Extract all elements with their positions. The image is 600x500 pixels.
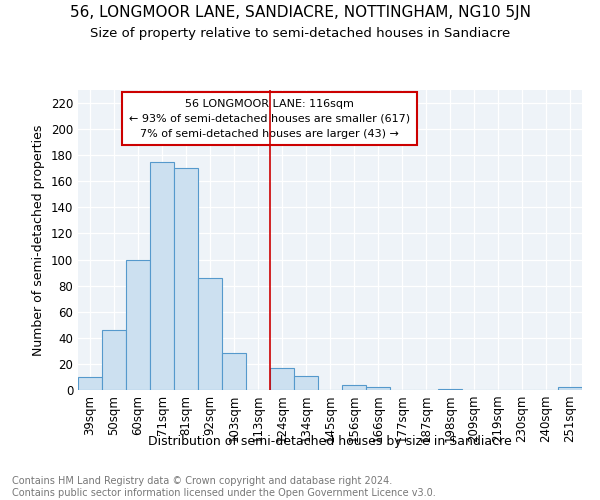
Bar [102,330,126,390]
Text: 56 LONGMOOR LANE: 116sqm
← 93% of semi-detached houses are smaller (617)
7% of s: 56 LONGMOOR LANE: 116sqm ← 93% of semi-d… [129,99,410,138]
Text: 56, LONGMOOR LANE, SANDIACRE, NOTTINGHAM, NG10 5JN: 56, LONGMOOR LANE, SANDIACRE, NOTTINGHAM… [70,5,530,20]
Bar [270,368,294,390]
Bar [174,168,198,390]
Bar [126,260,150,390]
Bar [438,388,462,390]
Bar [366,388,390,390]
Bar [342,385,366,390]
Y-axis label: Number of semi-detached properties: Number of semi-detached properties [32,124,45,356]
Bar [198,278,222,390]
Bar [222,354,246,390]
Text: Size of property relative to semi-detached houses in Sandiacre: Size of property relative to semi-detach… [90,28,510,40]
Bar [294,376,318,390]
Text: Distribution of semi-detached houses by size in Sandiacre: Distribution of semi-detached houses by … [148,435,512,448]
Bar [150,162,174,390]
Text: Contains HM Land Registry data © Crown copyright and database right 2024.
Contai: Contains HM Land Registry data © Crown c… [12,476,436,498]
Bar [78,377,102,390]
Bar [558,388,582,390]
